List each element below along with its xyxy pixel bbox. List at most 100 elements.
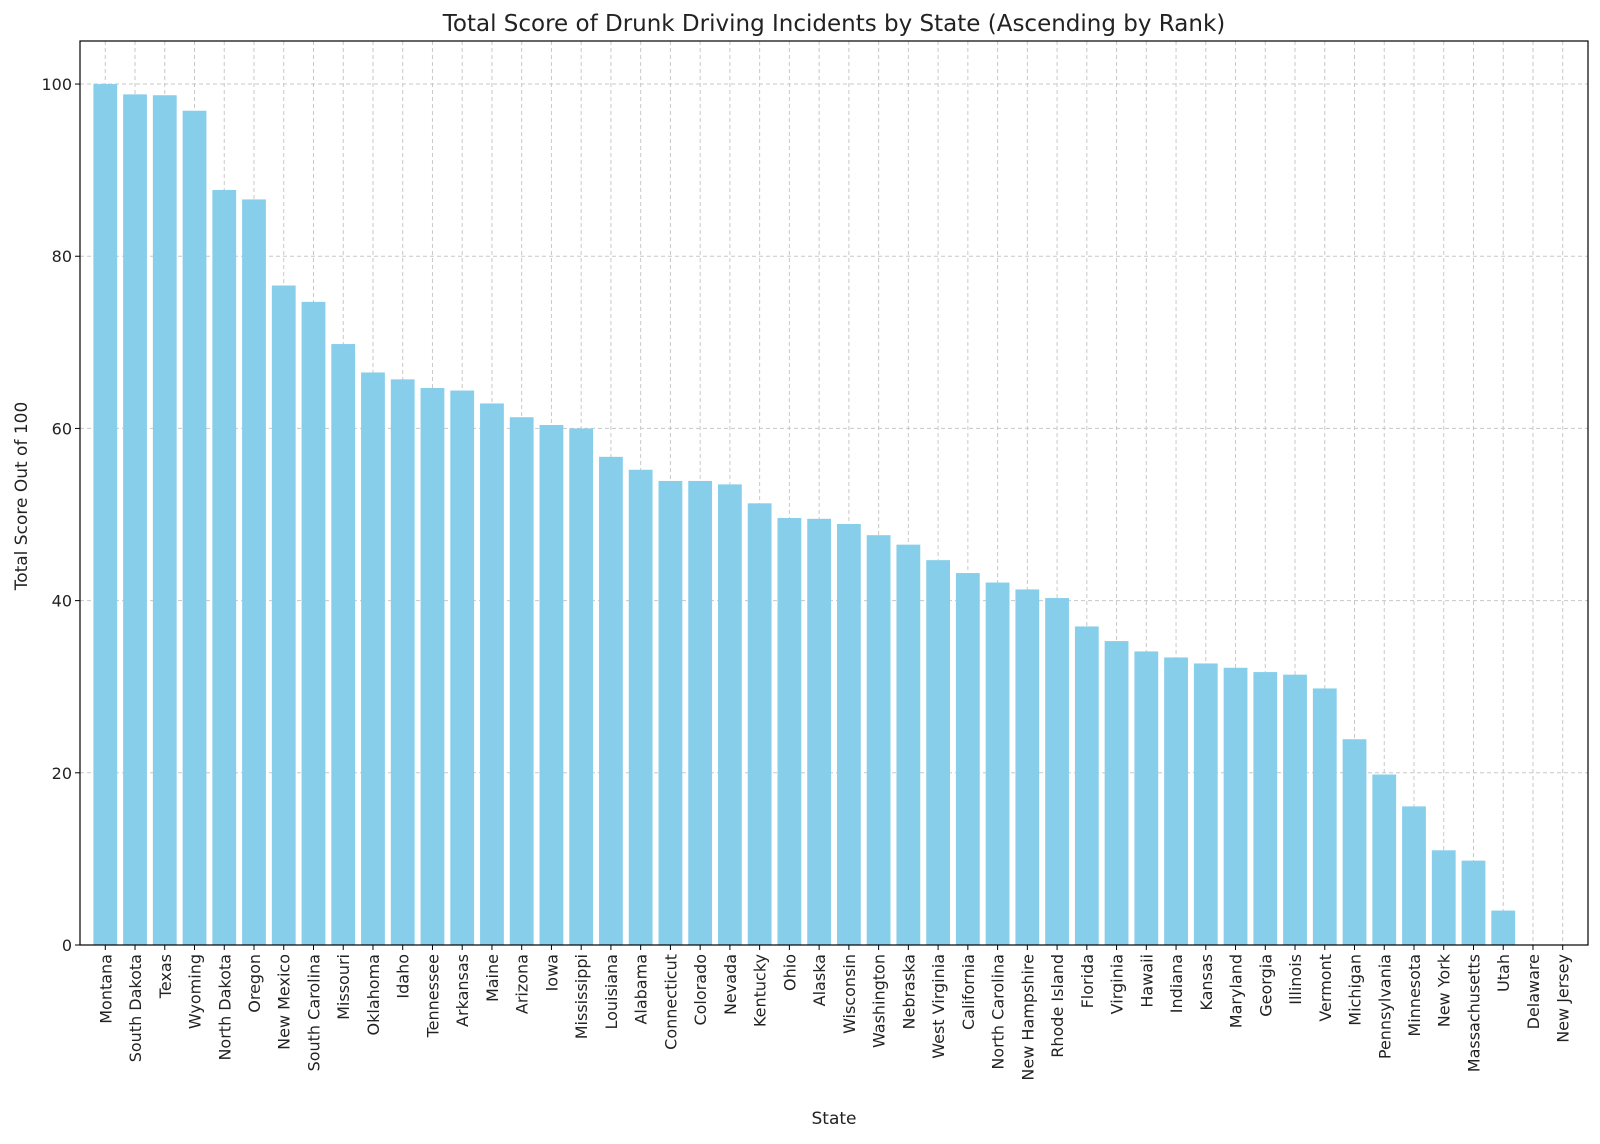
x-tick-label: New Hampshire (1018, 954, 1037, 1081)
x-tick-label: Mississippi (572, 954, 591, 1039)
bar-nevada (718, 484, 742, 945)
bar-wisconsin (836, 523, 861, 945)
plot-frame (79, 40, 1589, 946)
bar-rhode-island (1045, 598, 1069, 945)
bar-massachusetts (1461, 860, 1486, 945)
bar-virginia (1104, 641, 1129, 945)
x-tick-label: Michigan (1346, 954, 1365, 1026)
x-tick-label: North Dakota (215, 954, 234, 1061)
x-tick-label: Ohio (780, 954, 799, 991)
bar-louisiana (599, 456, 623, 945)
bar-wyoming (182, 110, 207, 946)
x-tick-label: Colorado (691, 954, 710, 1026)
x-tick-label: Alabama (632, 954, 651, 1025)
x-tick-label: Maine (483, 954, 502, 1002)
x-tick-label: Louisiana (602, 954, 621, 1030)
bar-missouri (331, 344, 356, 945)
x-tick-label: California (959, 954, 978, 1030)
x-tick-label: Illinois (1286, 954, 1305, 1005)
bar-illinois (1283, 674, 1307, 945)
bar-oregon (242, 199, 266, 946)
bar-north-carolina (985, 582, 1010, 945)
x-tick-label: Rhode Island (1048, 954, 1067, 1058)
bar-north-dakota (212, 189, 237, 945)
x-tick-label: South Carolina (304, 954, 323, 1071)
bar-maine (480, 403, 504, 945)
x-tick-label: Virginia (1108, 954, 1127, 1014)
x-tick-labels: Montana South Dakota Texas Wyoming North Dak… (96, 953, 1572, 1080)
y-tick-label: 100 (41, 75, 72, 94)
bar-california (955, 573, 980, 945)
bar-utah (1491, 910, 1516, 945)
y-axis-label: Total Score Out of 100 (12, 402, 32, 592)
x-tick-label: Oregon (245, 954, 264, 1013)
x-tick-label: Vermont (1316, 954, 1335, 1022)
x-tick-label: New Mexico (275, 954, 294, 1050)
x-tick-label: Minnesota (1405, 954, 1424, 1037)
bar-colorado (688, 480, 713, 945)
x-tick-label: Delaware (1524, 954, 1543, 1029)
y-tick-labels: 0 20 40 60 80 100 (41, 75, 72, 955)
bar-ohio (777, 517, 802, 945)
x-tick-label: North Carolina (989, 954, 1008, 1070)
bar-arkansas (450, 390, 475, 946)
x-tick-label: Maryland (1227, 954, 1246, 1028)
x-tick-label: Idaho (394, 954, 413, 999)
y-tick-label: 40 (52, 592, 72, 611)
x-tick-label: Kentucky (751, 954, 770, 1027)
x-tick-label: Arkansas (453, 954, 472, 1027)
x-tick-label: Connecticut (661, 954, 680, 1050)
x-tick-label: Wisconsin (840, 954, 859, 1034)
x-tick-label: Nevada (721, 954, 740, 1015)
bars-layer (93, 84, 1516, 946)
x-tick-label: West Virginia (929, 954, 948, 1059)
bar-michigan (1342, 739, 1367, 945)
x-tick-label: Florida (1078, 954, 1097, 1008)
x-tick-label: Hawaii (1137, 954, 1156, 1008)
x-tick-label: Texas (156, 954, 175, 999)
bar-idaho (390, 379, 415, 946)
bar-arizona (509, 417, 534, 945)
y-tick-label: 20 (52, 764, 72, 783)
bar-connecticut (658, 480, 683, 945)
x-tick-label: Tennessee (423, 954, 442, 1038)
x-tick-label: Massachusetts (1464, 954, 1483, 1072)
bar-alaska (807, 518, 832, 945)
bar-new-hampshire (1015, 589, 1040, 945)
bar-maryland (1223, 667, 1248, 945)
bar-kansas (1193, 663, 1218, 945)
bar-alabama (628, 469, 653, 945)
x-tick-label: Alaska (810, 954, 829, 1006)
x-tick-label: South Dakota (126, 954, 145, 1062)
x-tick-label: Kansas (1197, 954, 1216, 1011)
axes-layer (75, 40, 1589, 950)
x-tick-label: Missouri (334, 954, 353, 1020)
x-tick-label: New York (1435, 953, 1454, 1027)
x-tick-label: Wyoming (186, 954, 205, 1029)
y-tick-label: 0 (62, 936, 72, 955)
bar-pennsylvania (1372, 774, 1397, 945)
x-tick-label: Pennsylvania (1375, 954, 1394, 1059)
bar-hawaii (1134, 651, 1159, 945)
bar-oklahoma (361, 372, 385, 945)
bar-montana (93, 84, 118, 946)
x-tick-label: Arizona (513, 954, 532, 1014)
x-tick-label: New Jersey (1554, 954, 1573, 1043)
x-axis-label: State (812, 1109, 857, 1129)
bar-west-virginia (926, 560, 950, 945)
bar-indiana (1164, 657, 1188, 945)
bar-new-york (1431, 850, 1456, 945)
y-tick-label: 60 (52, 419, 72, 438)
bar-tennessee (420, 387, 445, 945)
bar-minnesota (1402, 806, 1426, 945)
x-tick-label: Washington (870, 954, 889, 1048)
bar-south-dakota (123, 94, 147, 946)
bar-mississippi (569, 428, 594, 945)
x-tick-label: Utah (1494, 954, 1513, 992)
x-tick-label: Indiana (1167, 954, 1186, 1013)
bar-nebraska (896, 544, 921, 945)
x-tick-label: Montana (96, 954, 115, 1024)
chart-title: Total Score of Drunk Driving Incidents b… (442, 11, 1225, 37)
